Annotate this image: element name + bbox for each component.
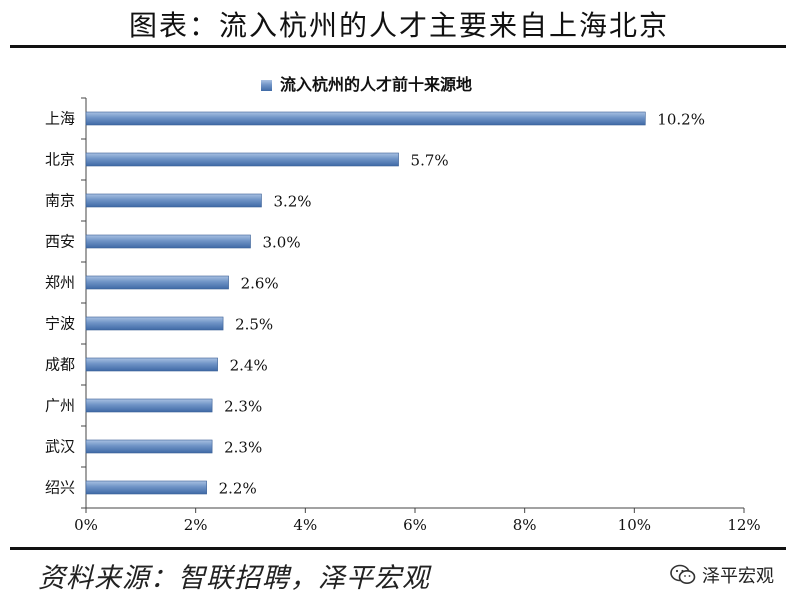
data-label: 10.2% — [657, 111, 705, 129]
legend-label: 流入杭州的人才前十来源地 — [280, 75, 472, 94]
data-label: 2.3% — [224, 398, 262, 416]
x-tick-label: 6% — [403, 516, 427, 534]
category-label: 宁波 — [45, 315, 75, 333]
brand-watermark: 泽平宏观 — [670, 562, 774, 588]
labels: 0% 2% 4% 6% 8% 10% 12% 上海 10.2% 北京 5.7% 南京 3.2% 西安 3.0… — [45, 110, 761, 535]
category-label: 武汉 — [45, 438, 75, 456]
bar — [85, 316, 224, 331]
category-label: 上海 — [45, 110, 75, 128]
bar — [85, 398, 213, 413]
category-label: 郑州 — [45, 274, 75, 292]
data-label: 2.3% — [224, 439, 262, 457]
data-label: 2.6% — [241, 275, 279, 293]
x-tick-label: 8% — [513, 516, 537, 534]
bar — [85, 275, 229, 290]
x-tick-label: 0% — [74, 516, 98, 534]
legend: 流入杭州的人才前十来源地 — [261, 75, 472, 94]
bar — [85, 357, 218, 372]
bar — [85, 439, 213, 454]
category-label: 南京 — [45, 192, 75, 210]
legend-swatch — [261, 80, 272, 91]
category-label: 北京 — [45, 151, 75, 169]
bars — [85, 111, 646, 495]
bar — [85, 193, 262, 208]
category-label: 绍兴 — [45, 479, 75, 497]
x-tick-label: 2% — [184, 516, 208, 534]
data-label: 3.2% — [273, 193, 311, 211]
data-label: 3.0% — [263, 234, 301, 252]
category-label: 成都 — [45, 356, 75, 374]
bar — [85, 480, 207, 495]
brand-name: 泽平宏观 — [702, 566, 774, 587]
data-label: 5.7% — [411, 152, 449, 170]
x-tick-label: 12% — [727, 516, 760, 534]
data-label: 2.2% — [219, 480, 257, 498]
bar — [85, 234, 251, 249]
category-label: 广州 — [45, 397, 75, 415]
bar — [85, 152, 399, 167]
axes — [81, 97, 745, 513]
wechat-icon — [670, 564, 696, 584]
x-tick-label: 10% — [618, 516, 651, 534]
figure-title: 图表：流入杭州的人才主要来自上海北京 — [128, 9, 669, 42]
bar — [85, 111, 646, 126]
top-rule — [10, 45, 786, 48]
data-label: 2.4% — [230, 357, 268, 375]
x-tick-label: 4% — [293, 516, 317, 534]
source-note: 资料来源：智联招聘，泽平宏观 — [38, 563, 430, 594]
category-label: 西安 — [45, 233, 75, 251]
bottom-rule — [10, 547, 786, 550]
data-label: 2.5% — [235, 316, 273, 334]
